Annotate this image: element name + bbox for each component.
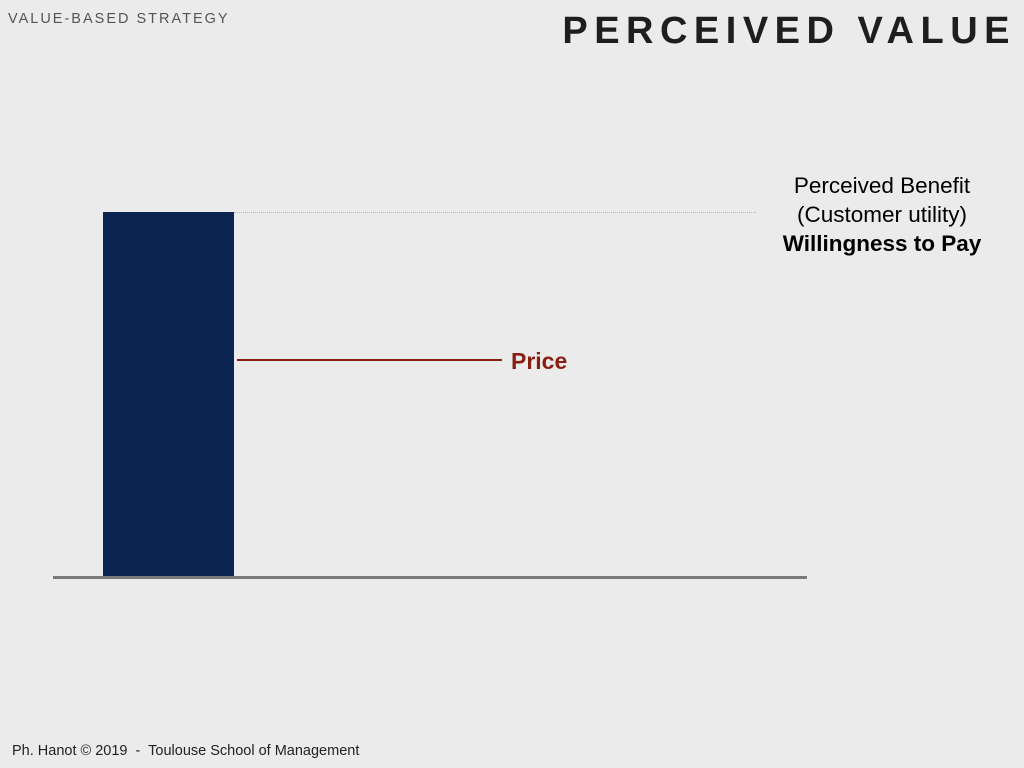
willingness-to-pay-line (234, 212, 756, 213)
perceived-benefit-text: Perceived Benefit (793, 173, 971, 198)
willingness-to-pay-text: Willingness to Pay (782, 231, 982, 256)
price-label: Price (511, 348, 568, 374)
baseline-axis (53, 576, 807, 579)
section-label: VALUE-BASED STRATEGY (8, 11, 230, 27)
customer-utility-text: (Customer utility) (796, 202, 968, 227)
price-line (237, 359, 502, 361)
footer-credit: Ph. Hanot © 2019 - Toulouse School of Ma… (12, 743, 360, 759)
perceived-benefit-label: Perceived Benefit (Customer utility) Wil… (762, 171, 1002, 258)
value-bar (103, 212, 234, 577)
slide-title: PERCEIVED VALUE (562, 10, 1016, 52)
